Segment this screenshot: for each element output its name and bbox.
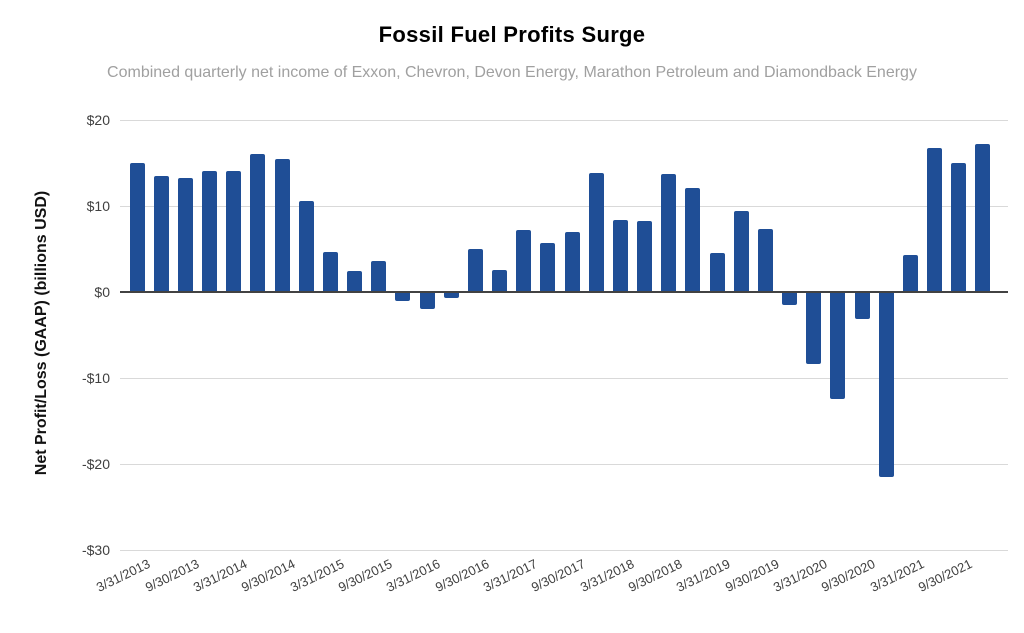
x-tick-label: 3/31/2019 xyxy=(674,556,733,595)
bar xyxy=(202,170,217,292)
bar xyxy=(467,249,483,292)
bar xyxy=(733,211,749,292)
y-tick-label: $20 xyxy=(86,112,110,128)
bar xyxy=(709,253,725,292)
x-tick-label: 9/30/2016 xyxy=(432,556,491,595)
plot-area xyxy=(120,119,1008,551)
bar xyxy=(588,173,604,292)
bar xyxy=(250,153,266,292)
bar xyxy=(516,230,532,292)
x-tick-label: 3/31/2020 xyxy=(770,556,830,595)
bar xyxy=(419,292,435,310)
bar xyxy=(226,170,242,292)
bar xyxy=(177,177,193,292)
bar xyxy=(492,269,508,292)
chart-title: Fossil Fuel Profits Surge xyxy=(378,22,646,47)
x-tick-label: 9/30/2014 xyxy=(239,556,298,595)
bar xyxy=(902,255,918,292)
bar xyxy=(951,163,967,292)
y-tick-label: -$10 xyxy=(81,370,110,386)
gridline xyxy=(120,377,1008,379)
bar xyxy=(637,220,653,292)
bar xyxy=(854,292,870,319)
bar xyxy=(395,292,411,301)
bar xyxy=(806,292,822,365)
bar xyxy=(782,292,798,305)
bar xyxy=(830,292,846,399)
bar xyxy=(274,158,290,292)
x-tick-label: 9/30/2015 xyxy=(335,556,395,595)
zero-axis-line xyxy=(120,291,1008,293)
bar xyxy=(347,271,363,292)
bar xyxy=(298,200,314,292)
x-tick-label: 9/30/2018 xyxy=(625,556,685,595)
x-tick-label: 9/30/2017 xyxy=(529,556,588,595)
y-tick-label: -$30 xyxy=(81,542,110,558)
bar xyxy=(612,219,628,292)
x-tick-label: 3/31/2014 xyxy=(190,556,250,595)
x-tick-label: 9/30/2021 xyxy=(915,556,975,595)
x-tick-label: 3/31/2016 xyxy=(384,556,443,595)
y-tick-label: $10 xyxy=(86,198,110,214)
x-tick-label: 3/31/2018 xyxy=(577,556,636,595)
bar xyxy=(661,174,677,292)
bar xyxy=(322,251,338,292)
bar xyxy=(540,242,556,292)
x-tick-label: 9/30/2019 xyxy=(722,556,781,595)
gridline xyxy=(120,549,1008,551)
x-tick-label: 3/31/2017 xyxy=(480,556,540,595)
bar xyxy=(927,147,943,292)
bar xyxy=(685,187,701,292)
bar xyxy=(371,261,387,292)
x-tick-label: 9/30/2013 xyxy=(142,556,201,595)
x-tick-label: 9/30/2020 xyxy=(819,556,878,595)
x-tick-label: 3/31/2015 xyxy=(287,556,346,595)
bar xyxy=(757,229,773,292)
bar xyxy=(129,163,145,292)
y-tick-label: $0 xyxy=(94,284,110,300)
bar xyxy=(564,231,580,292)
chart-subtitle: Combined quarterly net income of Exxon, … xyxy=(107,64,917,81)
gridline xyxy=(120,463,1008,465)
x-tick-label: 3/31/2013 xyxy=(94,556,153,595)
bar xyxy=(153,175,169,292)
x-tick-label: 3/31/2021 xyxy=(867,556,927,595)
bar xyxy=(443,292,459,299)
gridline xyxy=(120,119,1008,121)
gridline xyxy=(120,205,1008,207)
y-axis-title: Net Profit/Loss (GAAP) (billions USD) xyxy=(33,190,50,476)
y-tick-label: -$20 xyxy=(81,456,110,472)
bar xyxy=(975,144,991,292)
bar xyxy=(878,292,894,477)
